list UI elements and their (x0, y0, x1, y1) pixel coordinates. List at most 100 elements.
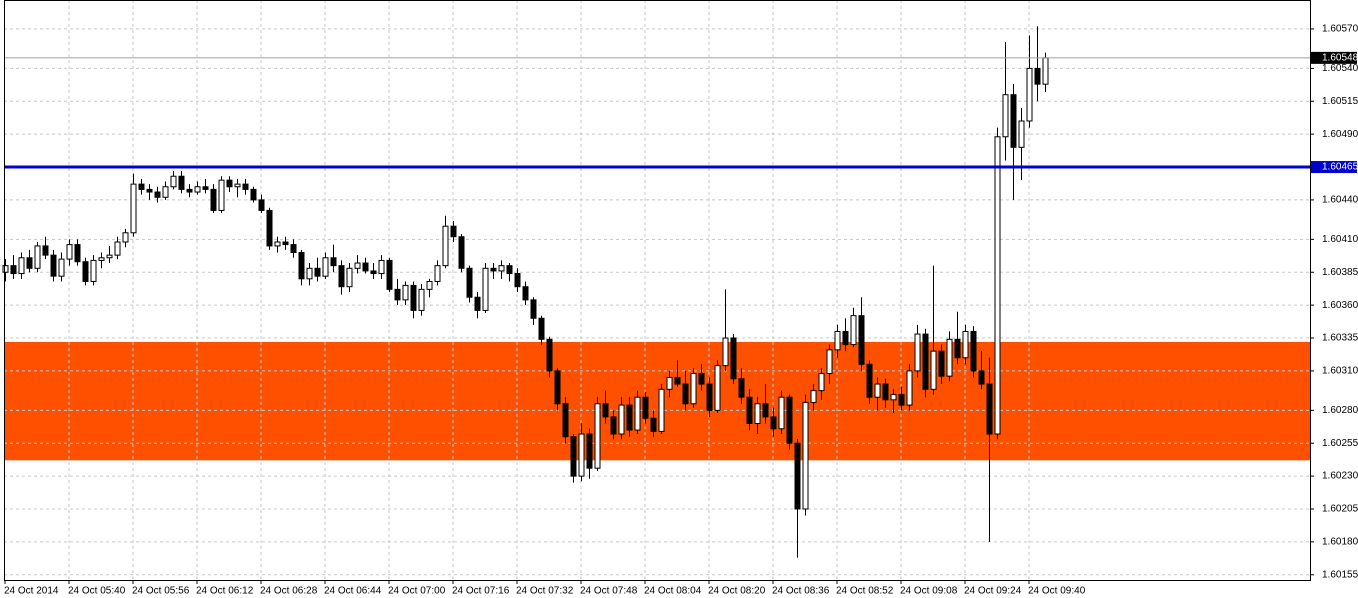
x-tick-label: 24 Oct 09:40 (1028, 586, 1086, 597)
candle-body (34, 245, 41, 269)
candle-body (338, 265, 345, 288)
candle-body (410, 284, 417, 311)
x-tick-label: 24 Oct 07:00 (388, 586, 446, 597)
candle-body (66, 244, 73, 260)
candle-body (386, 259, 393, 290)
candle-body (818, 373, 825, 392)
candle-body (746, 396, 753, 424)
candle-body (330, 257, 337, 267)
candle-body (146, 188, 153, 193)
candle-body (826, 349, 833, 375)
zone (4, 341, 1310, 461)
candle-body (882, 383, 889, 401)
candle-body (26, 257, 33, 269)
candle-body (378, 259, 385, 275)
x-tick-label: 24 Oct 08:20 (708, 586, 766, 597)
y-tick-label: 1.60280 (1322, 405, 1358, 416)
candle-body (170, 175, 177, 188)
x-tick-label: 24 Oct 09:08 (900, 586, 958, 597)
candle-body (618, 404, 625, 435)
candle-body (98, 257, 105, 261)
candle-body (874, 383, 881, 398)
candle-body (130, 183, 137, 234)
candle-body (426, 280, 433, 290)
candle-body (394, 288, 401, 301)
plot-frame (4, 0, 1311, 581)
candle-body (906, 370, 913, 406)
candle-body (114, 241, 121, 256)
candle-body (722, 337, 729, 367)
candle-body (346, 267, 353, 288)
candle-body (970, 330, 977, 372)
candle-body (106, 254, 113, 259)
candle-body (634, 396, 641, 431)
x-tick-label: 24 Oct 06:28 (260, 586, 318, 597)
candle-body (850, 315, 857, 346)
candle-body (1010, 94, 1017, 148)
candle-body (234, 183, 241, 188)
candle-body (530, 299, 537, 319)
candle-body (506, 265, 513, 275)
candle-body (714, 365, 721, 411)
candle-body (202, 186, 209, 190)
candle-body (434, 265, 441, 282)
candle-body (986, 383, 993, 435)
x-tick-label: 24 Oct 05:40 (68, 586, 126, 597)
candle-body (354, 262, 361, 269)
lines: 1.60465 1.60548 (4, 51, 1358, 174)
x-tick-label: 24 Oct 08:36 (772, 586, 830, 597)
candle-body (482, 267, 489, 311)
candle-body (274, 241, 281, 247)
candle-body (514, 273, 521, 288)
candle-body (546, 338, 553, 372)
candle-body (962, 330, 969, 359)
candle-body (122, 232, 129, 243)
candle-body (10, 265, 17, 275)
candle-body (898, 394, 905, 406)
candle-body (978, 370, 985, 385)
y-tick-label: 1.60230 (1322, 471, 1358, 482)
candle-body (218, 179, 225, 211)
y-tick-label: 1.60180 (1322, 537, 1358, 548)
candle-body (762, 403, 769, 418)
axes: 1.60570 1.60540 1.60515 1.60490 1.60440 1.604… (4, 0, 1358, 597)
candle-body (642, 396, 649, 419)
x-tick-label: 24 Oct 07:32 (516, 586, 574, 597)
candle-body (810, 390, 817, 403)
candle-body (290, 244, 297, 254)
candle-body (730, 337, 737, 380)
candle-body (602, 403, 609, 418)
candle-body (178, 175, 185, 190)
candle-body (298, 252, 305, 280)
y-tick-label: 1.60205 (1322, 504, 1358, 515)
candle-body (890, 394, 897, 401)
candle-body (82, 261, 89, 282)
y-tick-label: 1.60155 (1322, 569, 1358, 580)
candle-body (802, 401, 809, 510)
candle-body (954, 338, 961, 359)
candle-body (490, 267, 497, 272)
x-tick-label: 24 Oct 06:12 (196, 586, 254, 597)
candle-body (938, 350, 945, 377)
candles (2, 26, 1049, 558)
y-tick-label: 1.60570 (1322, 24, 1358, 35)
candle-body (786, 396, 793, 444)
y-tick-label: 1.60490 (1322, 129, 1358, 140)
candle-body (1042, 57, 1049, 85)
candle-body (362, 262, 369, 272)
candle-body (474, 296, 481, 311)
candle-body (186, 188, 193, 193)
candle-body (770, 416, 777, 430)
y-tick-label: 1.60440 (1322, 195, 1358, 206)
candle-body (58, 258, 65, 277)
candle-body (578, 433, 585, 477)
candle-body (674, 376, 681, 385)
candle-body (50, 254, 57, 277)
candle-body (242, 183, 249, 190)
candle-body (258, 199, 265, 211)
zones (4, 341, 1310, 461)
candle-body (738, 378, 745, 398)
candle-body (562, 403, 569, 438)
